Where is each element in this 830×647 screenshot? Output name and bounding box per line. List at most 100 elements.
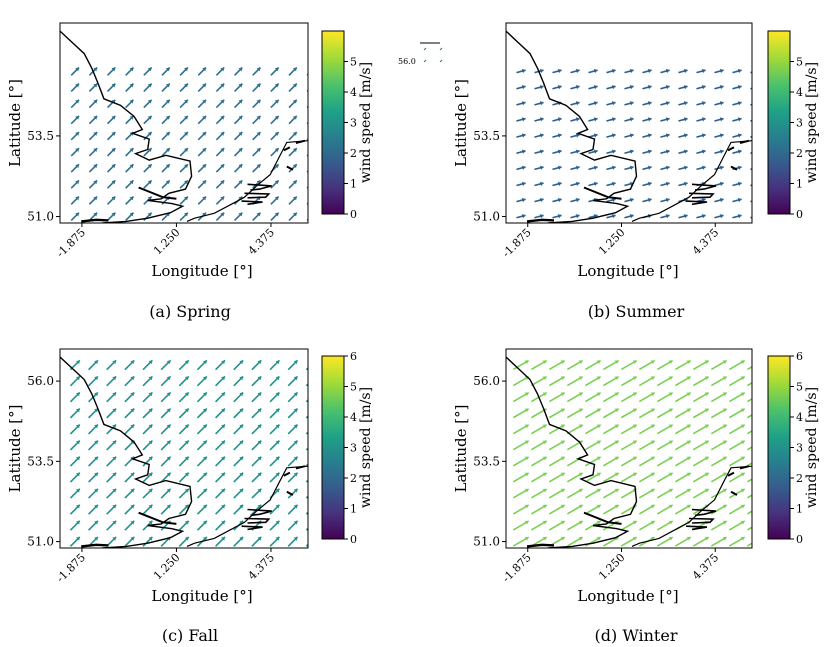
island-outline — [295, 139, 306, 144]
wind-arrow-head — [293, 536, 298, 541]
wind-arrow — [179, 99, 189, 109]
wind-arrow-head — [759, 473, 763, 477]
wind-arrow — [178, 391, 190, 403]
wind-arrow — [142, 504, 153, 515]
wind-arrow-head — [221, 392, 225, 397]
wind-arrow-head — [521, 85, 526, 90]
wind-arrow-head — [521, 101, 526, 106]
wind-arrow-head — [596, 456, 601, 461]
wind-arrow-head — [614, 504, 619, 509]
wind-arrow-head — [166, 504, 171, 509]
wind-arrow — [660, 165, 670, 171]
wind-arrow-head — [239, 504, 244, 509]
wind-arrow-head — [312, 425, 316, 429]
thames-estuary — [583, 186, 622, 200]
wind-arrow-head — [147, 180, 152, 185]
wind-arrow-head — [257, 408, 262, 413]
wind-arrow — [233, 212, 243, 222]
wind-arrow — [88, 131, 98, 141]
wind-arrow — [88, 423, 99, 435]
wind-arrow — [656, 392, 674, 403]
wind-arrow-head — [184, 472, 189, 477]
wind-arrow-head — [312, 521, 316, 525]
wind-arrow-head — [311, 197, 315, 201]
wind-arrow — [288, 99, 298, 109]
wind-arrow-head — [704, 376, 709, 381]
wind-arrow-head — [593, 181, 598, 187]
wind-arrow-head — [147, 148, 152, 152]
wind-arrow — [728, 472, 746, 483]
wind-arrow — [534, 181, 544, 187]
wind-arrow-head — [650, 440, 655, 445]
wind-arrow — [106, 488, 117, 499]
wind-arrow-head — [220, 148, 225, 152]
wind-arrow — [215, 195, 225, 205]
wind-arrow-head — [275, 472, 280, 477]
wind-arrow-head — [704, 536, 709, 541]
wind-arrow-head — [560, 504, 565, 509]
wind-arrow-head — [111, 132, 116, 136]
wind-arrow-head — [759, 408, 763, 412]
wind-arrow-head — [75, 424, 80, 429]
wind-arrow-head — [130, 392, 135, 397]
wind-arrow-head — [147, 115, 152, 120]
wind-arrow — [161, 99, 171, 109]
wind-arrow-head — [756, 150, 760, 154]
wind-arrow — [710, 536, 728, 547]
wind-arrow-head — [614, 360, 619, 365]
wind-arrow-head — [665, 149, 670, 154]
wind-arrow — [534, 117, 544, 122]
wind-arrow — [606, 68, 616, 74]
wind-arrow — [624, 149, 634, 155]
wind-arrow — [710, 359, 728, 371]
wind-arrow — [178, 375, 190, 387]
wind-arrow-head — [75, 196, 80, 201]
island-outline — [283, 146, 291, 152]
wind-arrow — [692, 424, 710, 435]
wind-arrow-shaft — [746, 397, 752, 403]
wind-arrow — [588, 85, 598, 90]
wind-arrow — [70, 195, 80, 205]
wind-arrow — [197, 115, 207, 125]
wind-arrow — [88, 407, 99, 419]
wind-arrow — [570, 165, 580, 171]
wind-arrow-head — [148, 488, 153, 493]
wind-arrow — [534, 101, 544, 106]
wind-arrow-head — [704, 408, 709, 413]
wind-arrow-head — [257, 536, 262, 541]
wind-arrow-head — [665, 117, 670, 122]
wind-arrow — [287, 440, 299, 451]
wind-arrow — [692, 456, 710, 467]
wind-arrow — [656, 359, 674, 371]
wind-arrow — [732, 149, 742, 155]
wind-arrow-head — [701, 165, 706, 170]
wind-arrow-head — [312, 505, 316, 509]
colorbar-tick-label: 2 — [796, 472, 803, 485]
wind-arrow — [70, 163, 80, 173]
wind-arrow-head — [593, 165, 598, 170]
island-outline — [730, 490, 738, 496]
wind-arrow-head — [650, 520, 655, 525]
wind-arrow — [584, 359, 602, 371]
y-axis-label: Latitude [°] — [6, 79, 24, 167]
wind-arrow-head — [704, 488, 709, 493]
wind-arrow-head — [257, 456, 262, 461]
wind-arrow — [710, 520, 728, 531]
wind-arrow — [69, 456, 81, 467]
wind-arrow-head — [184, 408, 189, 413]
wind-arrow — [288, 66, 298, 76]
wind-arrow — [179, 163, 189, 173]
wind-arrow-head — [665, 101, 670, 106]
wind-arrow — [287, 504, 299, 515]
wind-arrow — [620, 488, 638, 499]
wind-arrow-head — [683, 68, 688, 74]
wind-arrow — [584, 456, 602, 467]
wind-arrow-head — [239, 376, 244, 381]
wind-arrow-head — [202, 180, 207, 185]
wind-arrow — [620, 408, 638, 419]
wind-arrow-head — [668, 424, 673, 429]
wind-arrow-head — [165, 115, 170, 120]
wind-arrow — [106, 407, 117, 419]
wind-arrow — [746, 542, 752, 547]
wind-arrow — [710, 375, 728, 387]
